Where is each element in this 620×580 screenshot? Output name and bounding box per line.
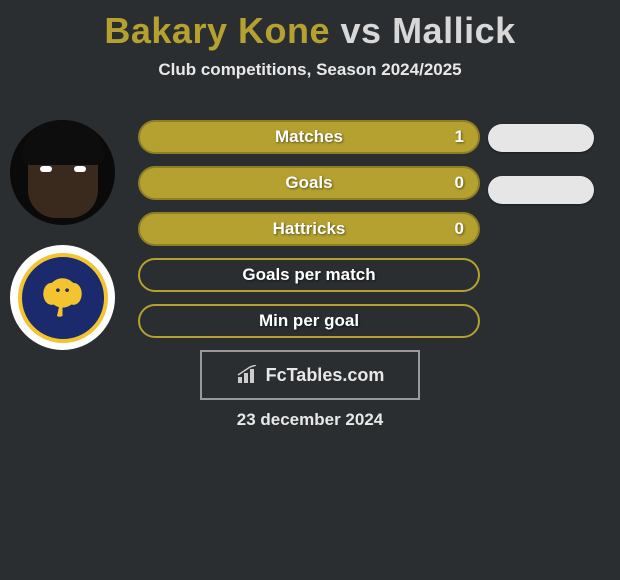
brand-box[interactable]: FcTables.com: [200, 350, 420, 400]
opponent-pill: [488, 124, 594, 152]
stat-row: Matches 1: [138, 120, 480, 154]
stat-label: Min per goal: [259, 311, 359, 331]
opponent-pill: [488, 176, 594, 204]
player-face-icon: [28, 128, 98, 218]
vs-text: vs: [341, 10, 382, 51]
stat-row: Goals 0: [138, 166, 480, 200]
chart-icon: [236, 365, 260, 385]
stat-label: Goals per match: [242, 265, 375, 285]
stat-label: Hattricks: [273, 219, 346, 239]
club-logo-icon: [18, 253, 108, 343]
stat-label: Goals: [285, 173, 332, 193]
subtitle: Club competitions, Season 2024/2025: [0, 60, 620, 80]
elephant-icon: [35, 270, 90, 325]
brand-text: FcTables.com: [266, 365, 385, 386]
avatars-column: [10, 120, 130, 370]
stat-value: 0: [455, 173, 464, 193]
stat-label: Matches: [275, 127, 343, 147]
date-text: 23 december 2024: [0, 410, 620, 430]
club-avatar: [10, 245, 115, 350]
stat-row: Hattricks 0: [138, 212, 480, 246]
stat-value: 0: [455, 219, 464, 239]
stats-panel: Matches 1 Goals 0 Hattricks 0 Goals per match M…: [138, 120, 480, 350]
stat-value: 1: [455, 127, 464, 147]
player-avatar: [10, 120, 115, 225]
player1-name: Bakary Kone: [104, 10, 330, 51]
player2-name: Mallick: [392, 10, 516, 51]
page-title: Bakary Kone vs Mallick: [0, 0, 620, 52]
stat-row: Goals per match: [138, 258, 480, 292]
stat-row: Min per goal: [138, 304, 480, 338]
